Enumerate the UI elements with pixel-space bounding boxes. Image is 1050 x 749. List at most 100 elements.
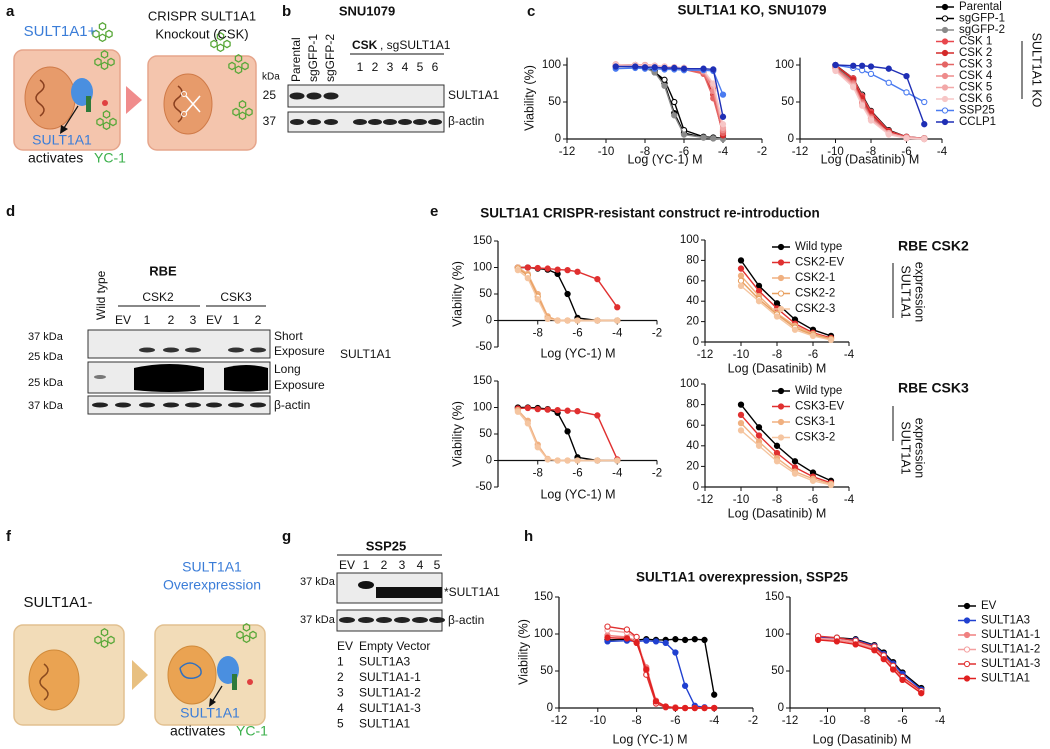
molecule-icon <box>241 61 249 71</box>
lane-label: 1 <box>363 558 370 572</box>
data-point <box>681 636 689 644</box>
y-axis-label: Viability (%) <box>450 401 464 467</box>
exposure-label: Long <box>274 362 301 376</box>
exposure-label: Exposure <box>274 378 325 392</box>
molecule-icon <box>232 107 240 117</box>
blot-band <box>224 365 268 392</box>
data-point <box>791 326 799 333</box>
marker-label: 25 <box>263 88 277 102</box>
data-point <box>737 257 745 264</box>
diagram-caption: activates <box>170 723 225 739</box>
legend-marker <box>777 290 785 297</box>
data-point <box>832 61 839 69</box>
legend-label: SULT1A1-1 <box>981 629 1040 641</box>
y-tick-label: 100 <box>680 234 699 246</box>
data-point <box>691 636 698 643</box>
data-point <box>885 79 892 86</box>
x-tick-label: -10 <box>598 146 615 158</box>
molecule-icon <box>94 57 102 67</box>
data-point <box>604 623 611 630</box>
blot-band <box>139 402 155 408</box>
y-tick-label: 100 <box>473 402 492 414</box>
y-axis-label: Viability (%) <box>450 261 464 327</box>
data-point <box>903 89 910 96</box>
y-tick-label: 0 <box>788 133 794 145</box>
molecule-icon <box>242 623 251 632</box>
x-tick-label: -2 <box>652 468 662 480</box>
legend-label: SULT1A1-3 <box>981 658 1040 670</box>
chart-title: SULT1A1 overexpression, SSP25 <box>636 570 849 585</box>
data-point <box>755 298 763 305</box>
blot-band <box>290 119 304 125</box>
data-point <box>711 691 718 698</box>
legend-label: Parental <box>959 1 1002 13</box>
data-point <box>921 98 928 106</box>
molecule-icon <box>105 29 113 39</box>
legend-label: CSK3-2 <box>795 432 835 444</box>
data-point <box>719 113 727 120</box>
blot-band <box>353 119 367 125</box>
legend-marker <box>941 15 949 22</box>
data-point <box>700 134 707 141</box>
y-tick-label: 40 <box>686 295 699 307</box>
y-tick-label: 0 <box>693 481 699 493</box>
blot-band <box>368 119 382 125</box>
data-point <box>814 636 822 644</box>
fit-curve <box>615 67 724 95</box>
data-point <box>652 638 660 645</box>
y-tick-label: 100 <box>775 59 794 71</box>
blot-band <box>134 364 204 392</box>
scissors <box>185 95 201 113</box>
x-tick-label: -12 <box>697 494 714 506</box>
nucleus <box>28 649 80 711</box>
legend-marker <box>777 387 785 395</box>
x-tick-label: -2 <box>757 146 767 158</box>
data-point <box>832 67 839 75</box>
data-point <box>719 121 727 128</box>
data-point <box>809 332 817 340</box>
legend-marker <box>963 631 971 639</box>
band-label: β-actin <box>448 613 484 627</box>
y-tick-label: -50 <box>475 481 492 493</box>
data-point <box>662 639 669 647</box>
molecule-icon <box>223 39 231 49</box>
data-point <box>867 70 875 78</box>
data-point <box>885 65 892 72</box>
key-code: 1 <box>337 655 344 669</box>
legend-label: CSK 5 <box>959 82 992 94</box>
lane-label: EV <box>206 313 222 327</box>
lane-group: CSK <box>352 38 378 52</box>
blot-strip <box>287 84 445 108</box>
data-point <box>755 424 763 431</box>
blot-band <box>228 347 244 353</box>
data-point <box>544 315 551 323</box>
x-axis-label: Log (Dasatinib) M <box>728 361 827 375</box>
x-axis-label: Log (YC-1) M <box>612 732 687 746</box>
blot-band <box>428 119 442 125</box>
data-point <box>544 406 551 413</box>
lane-label: sgGFP-2 <box>323 34 337 82</box>
blot-band <box>228 402 244 408</box>
legend-label: CSK3-1 <box>795 416 835 428</box>
lane-label: 2 <box>255 313 262 327</box>
data-point <box>564 407 571 414</box>
data-point <box>594 412 601 419</box>
data-point <box>614 457 621 464</box>
key-code: 2 <box>337 670 344 684</box>
blot-band <box>324 119 338 125</box>
data-point <box>867 117 875 124</box>
molecule-icon <box>98 22 107 31</box>
lane-label: 1 <box>357 60 364 74</box>
data-point <box>534 405 541 413</box>
data-point <box>827 481 835 489</box>
x-tick-label: -8 <box>533 328 543 340</box>
blot-band <box>383 119 397 125</box>
legend-marker <box>777 274 785 282</box>
data-point <box>671 64 678 72</box>
band-label: β-actin <box>274 398 310 412</box>
data-point <box>564 290 571 298</box>
blot-band <box>306 92 322 100</box>
y-tick-label: 50 <box>479 288 492 300</box>
x-tick-label: -4 <box>718 146 729 158</box>
